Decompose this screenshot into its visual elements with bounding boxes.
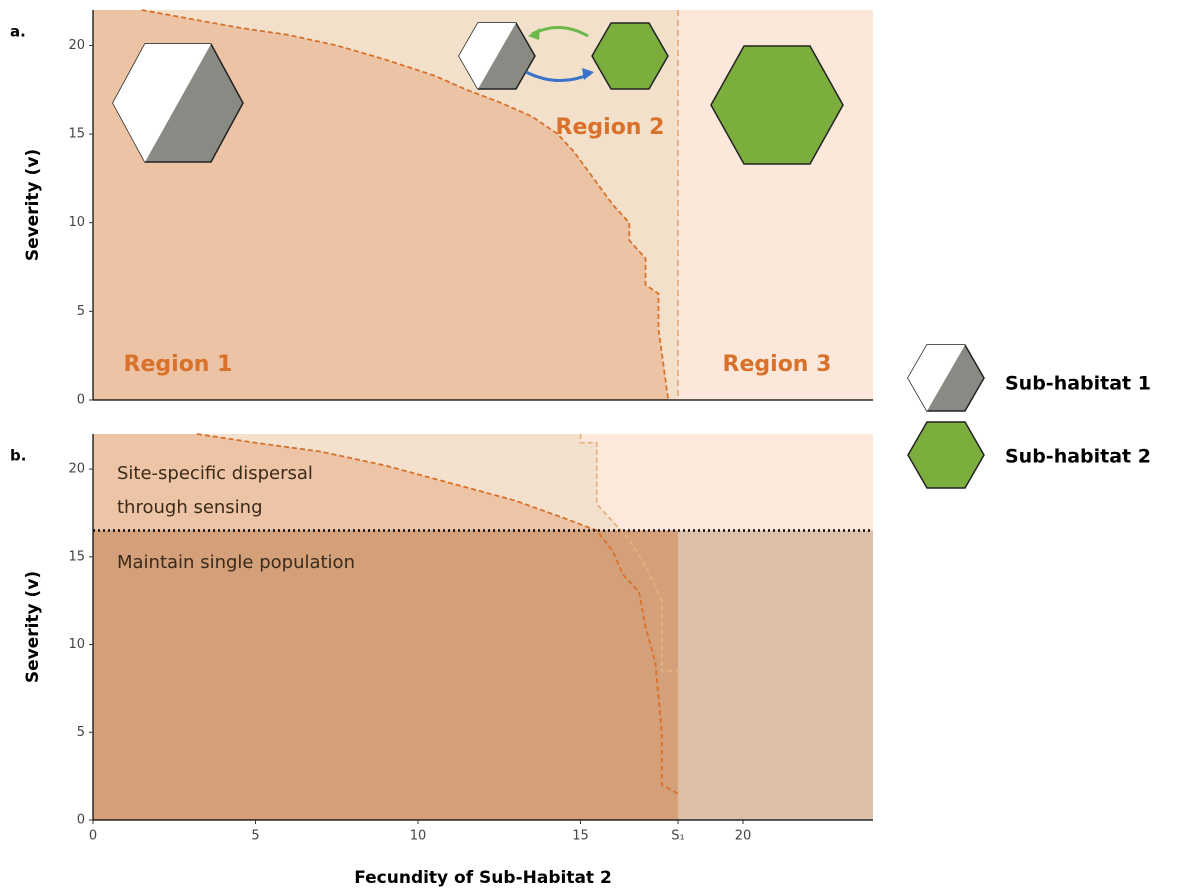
shrub-hexagon-small: [591, 22, 669, 90]
y-tick-label: 0: [77, 393, 85, 408]
illustrations: [112, 22, 985, 489]
y-tick-label: 10: [68, 637, 85, 652]
x-tick-label: 10: [410, 829, 427, 844]
annotation: Site-specific dispersal: [117, 463, 313, 484]
legend-shrub: [907, 421, 985, 489]
annotation: Region 3: [723, 352, 832, 377]
y-tick-label: 15: [68, 549, 85, 564]
boundary-line: [141, 9, 670, 401]
y-axis-label: Severity (v): [23, 149, 43, 261]
panel-label: b.: [10, 447, 26, 465]
x-tick-label: 5: [251, 829, 259, 844]
annotation: Region 1: [124, 352, 233, 377]
arrow-head: [582, 68, 594, 80]
x-tick-label: 20: [735, 829, 752, 844]
y-tick-label: 20: [68, 38, 85, 53]
below-threshold: [93, 530, 678, 820]
boundary-line: [579, 434, 679, 820]
annotation: through sensing: [117, 497, 263, 518]
y-tick-label: 20: [68, 462, 85, 477]
shrub-hexagon: [710, 45, 844, 165]
legend-label: Sub-habitat 1: [1005, 373, 1151, 395]
y-tick-label: 5: [77, 725, 85, 740]
legend-rock-sky: [908, 345, 965, 411]
legend-label: Sub-habitat 2: [1005, 446, 1151, 468]
y-tick-label: 5: [77, 304, 85, 319]
y-tick-label: 15: [68, 127, 85, 142]
rock-hexagon-sky: [113, 44, 211, 162]
x-axis-label: Fecundity of Sub-Habitat 2: [354, 868, 612, 888]
annotation: Maintain single population: [117, 552, 355, 573]
y-axis-label: Severity (v): [23, 571, 43, 683]
arrow-head: [528, 28, 540, 40]
x-tick-label: 15: [572, 829, 589, 844]
panel-label: a.: [10, 23, 26, 41]
y-tick-label: 0: [77, 813, 85, 828]
y-tick-label: 10: [68, 215, 85, 230]
rock-hexagon-small-sky: [459, 23, 516, 89]
boundary-line: [196, 433, 679, 795]
x-tick-label: 0: [89, 829, 97, 844]
annotation: Region 2: [556, 115, 665, 140]
x-tick-label: S₁: [671, 829, 684, 844]
